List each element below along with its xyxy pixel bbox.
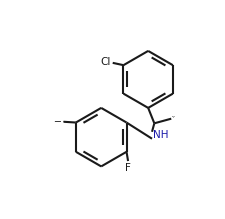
Text: CH₃: CH₃: [172, 117, 175, 118]
Text: Cl: Cl: [100, 57, 111, 67]
Text: F: F: [125, 162, 130, 173]
Text: NH: NH: [152, 130, 168, 140]
Text: ─CH₃: ─CH₃: [171, 116, 175, 117]
Text: ─: ─: [54, 117, 60, 127]
Text: CH₃: CH₃: [63, 121, 65, 122]
